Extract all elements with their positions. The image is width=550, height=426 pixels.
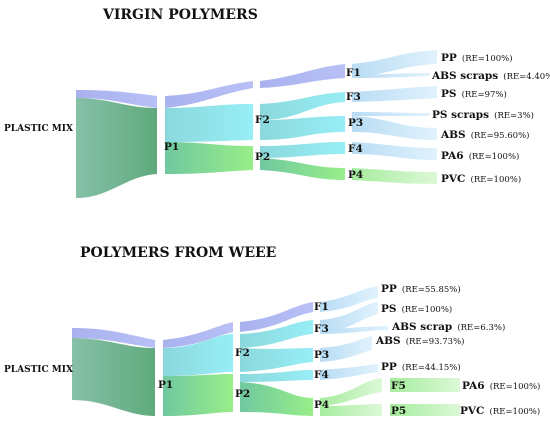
node-label-p4: P4 bbox=[348, 169, 363, 181]
flow-p1-p2 bbox=[163, 374, 233, 416]
output-labels: PP (RE=100%) ABS scraps (RE=4.40%) PS (R… bbox=[431, 46, 550, 186]
output-pa6: PA6 (RE=100%) bbox=[462, 374, 540, 393]
flow-out-ps-scraps bbox=[352, 112, 430, 116]
node-label-f4: F4 bbox=[348, 143, 363, 155]
output-ps-scraps: PS scraps (RE=3%) bbox=[432, 103, 534, 122]
flow-p2-f4 bbox=[260, 142, 345, 158]
node-bar-p1 bbox=[155, 338, 163, 418]
output-abs: ABS (RE=95.60%) bbox=[440, 123, 529, 142]
output-abs-scraps: ABS scraps (RE=4.40%) bbox=[431, 64, 550, 83]
flow-out-pa6 bbox=[390, 378, 460, 392]
flow-out-pp-2 bbox=[320, 364, 378, 380]
flow-to-f1 bbox=[163, 322, 233, 348]
flow-p1-f2 bbox=[165, 104, 253, 142]
node-label-p3: P3 bbox=[348, 117, 363, 129]
diagram-virgin: VIRGIN POLYMERS bbox=[4, 7, 550, 198]
flow-p1-p2 bbox=[165, 142, 253, 174]
node-label-p5: P5 bbox=[391, 405, 406, 417]
flow-p2-p4 bbox=[260, 158, 345, 180]
diagram-weee: POLYMERS FROM WEEE bbox=[4, 245, 540, 418]
flow-to-f1b bbox=[260, 64, 345, 88]
flow-out-pp bbox=[352, 50, 437, 78]
flow-p2-p4 bbox=[240, 382, 313, 416]
flow-out-pp bbox=[320, 286, 378, 312]
flow-p5 bbox=[320, 404, 382, 416]
flow-f2-f3 bbox=[260, 92, 345, 120]
flow-f5 bbox=[320, 378, 382, 406]
node-label-p1: P1 bbox=[158, 379, 173, 391]
node-bar-stage3 bbox=[345, 62, 352, 182]
output-abs: ABS (RE=93.73%) bbox=[375, 329, 464, 348]
flow-f1 bbox=[240, 302, 313, 332]
output-pp: PP (RE=55.85%) bbox=[381, 277, 461, 296]
flow-to-f1 bbox=[165, 81, 253, 108]
diagram-title: POLYMERS FROM WEEE bbox=[80, 245, 276, 261]
node-bar-stage2 bbox=[233, 320, 240, 416]
node-label-p2: P2 bbox=[235, 388, 250, 400]
node-label-f1: F1 bbox=[314, 301, 329, 313]
node-label-p4: P4 bbox=[314, 399, 329, 411]
output-pvc: PVC (RE=100%) bbox=[441, 167, 521, 186]
output-ps: PS (RE=100%) bbox=[381, 297, 452, 316]
diagram-title: VIRGIN POLYMERS bbox=[102, 7, 258, 23]
flow-out-abs bbox=[352, 116, 437, 140]
flow-p2-f4 bbox=[240, 370, 313, 382]
node-label-p3: P3 bbox=[314, 349, 329, 361]
node-bar-p1 bbox=[157, 94, 165, 176]
flows bbox=[72, 286, 460, 416]
source-label: PLASTIC MIX bbox=[4, 124, 73, 134]
output-pp-2: PP (RE=44.15%) bbox=[381, 355, 461, 374]
nodes bbox=[157, 62, 352, 182]
node-label-f1: F1 bbox=[346, 67, 361, 79]
flow-f2-f3 bbox=[240, 320, 313, 348]
output-ps: PS (RE=97%) bbox=[441, 82, 507, 101]
node-label-p1: P1 bbox=[164, 141, 179, 153]
flow-p1-f2 bbox=[163, 334, 233, 376]
node-label-f2: F2 bbox=[255, 114, 270, 126]
node-label-f4: F4 bbox=[314, 369, 329, 381]
node-bar-stage2 bbox=[253, 78, 260, 172]
flows bbox=[76, 50, 437, 198]
flow-out-ps bbox=[352, 86, 437, 102]
node-label-f3: F3 bbox=[346, 91, 361, 103]
flow-out-pvc bbox=[390, 404, 460, 416]
flow-out-pa6 bbox=[352, 142, 437, 160]
source-label: PLASTIC MIX bbox=[4, 365, 73, 375]
node-bar-stage4 bbox=[382, 374, 390, 418]
flow-f2-p3 bbox=[240, 348, 313, 372]
node-label-f5: F5 bbox=[391, 380, 406, 392]
flow-out-ps bbox=[320, 302, 378, 334]
flow-mix-top bbox=[76, 90, 157, 108]
output-pa6: PA6 (RE=100%) bbox=[441, 144, 519, 163]
node-bar-stage3 bbox=[313, 298, 320, 418]
node-label-p2: P2 bbox=[255, 151, 270, 163]
output-abs-scrap: ABS scrap (RE=6.3%) bbox=[391, 315, 505, 334]
flow-mix-p1 bbox=[76, 98, 157, 198]
node-label-f3: F3 bbox=[314, 323, 329, 335]
node-label-f2: F2 bbox=[235, 347, 250, 359]
flow-mix-top bbox=[72, 328, 155, 348]
output-pp: PP (RE=100%) bbox=[441, 46, 513, 65]
output-pvc: PVC (RE=100%) bbox=[460, 399, 540, 418]
output-labels: PP (RE=55.85%) PS (RE=100%) ABS scrap (R… bbox=[375, 277, 540, 418]
flow-f2-p3 bbox=[260, 116, 345, 140]
flow-mix-p1 bbox=[72, 338, 155, 416]
flow-out-abs-scraps bbox=[352, 73, 430, 78]
flow-out-abs-scrap bbox=[320, 326, 388, 334]
flow-out-abs bbox=[320, 336, 372, 362]
nodes bbox=[155, 298, 390, 418]
flow-out-pvc bbox=[352, 168, 437, 184]
